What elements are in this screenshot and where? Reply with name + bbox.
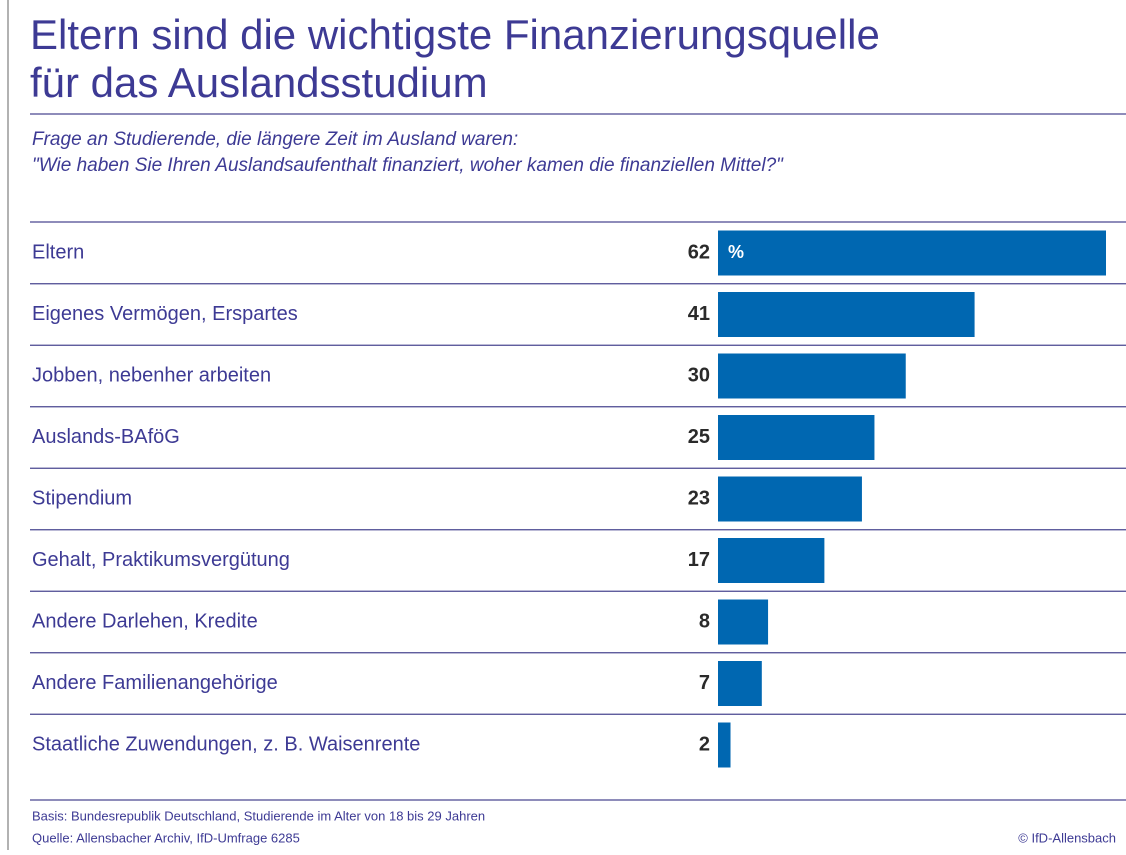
category-label: Staatliche Zuwendungen, z. B. Waisenrent…: [32, 733, 420, 755]
bar: [718, 599, 769, 645]
value-label: 7: [699, 672, 710, 694]
category-label: Andere Familienangehörige: [32, 672, 278, 694]
unit-label: %: [728, 242, 744, 262]
bar: [718, 230, 1106, 276]
value-label: 2: [699, 733, 710, 755]
bar: [718, 292, 975, 337]
chart-title: Eltern sind die wichtigste Finanzierungs…: [30, 11, 880, 58]
value-label: 25: [688, 426, 710, 448]
value-label: 62: [688, 241, 710, 263]
subtitle: Frage an Studierende, die längere Zeit i…: [32, 129, 518, 150]
category-label: Eigenes Vermögen, Erspartes: [32, 303, 298, 325]
category-label: Jobben, nebenher arbeiten: [32, 364, 271, 386]
category-label: Stipendium: [32, 487, 132, 509]
bar: [718, 415, 875, 460]
category-label: Gehalt, Praktikumsvergütung: [32, 549, 290, 571]
category-label: Eltern: [32, 241, 84, 263]
value-label: 17: [688, 549, 710, 571]
value-label: 23: [688, 487, 710, 509]
bar: [718, 722, 731, 768]
category-label: Auslands-BAföG: [32, 426, 180, 448]
chart-title: für das Auslandsstudium: [30, 59, 488, 106]
footnote: Basis: Bundesrepublik Deutschland, Studi…: [32, 808, 485, 823]
bar: [718, 353, 906, 399]
source: © IfD-Allensbach: [1018, 830, 1116, 845]
category-label: Andere Darlehen, Kredite: [32, 610, 258, 632]
bar: [718, 538, 825, 583]
bar: [718, 476, 862, 522]
subtitle: "Wie haben Sie Ihren Auslandsaufenthalt …: [32, 155, 784, 176]
value-label: 41: [688, 303, 710, 325]
value-label: 8: [699, 610, 710, 632]
footnote: Quelle: Allensbacher Archiv, IfD-Umfrage…: [32, 830, 300, 845]
bar: [718, 661, 762, 706]
value-label: 30: [688, 364, 710, 386]
